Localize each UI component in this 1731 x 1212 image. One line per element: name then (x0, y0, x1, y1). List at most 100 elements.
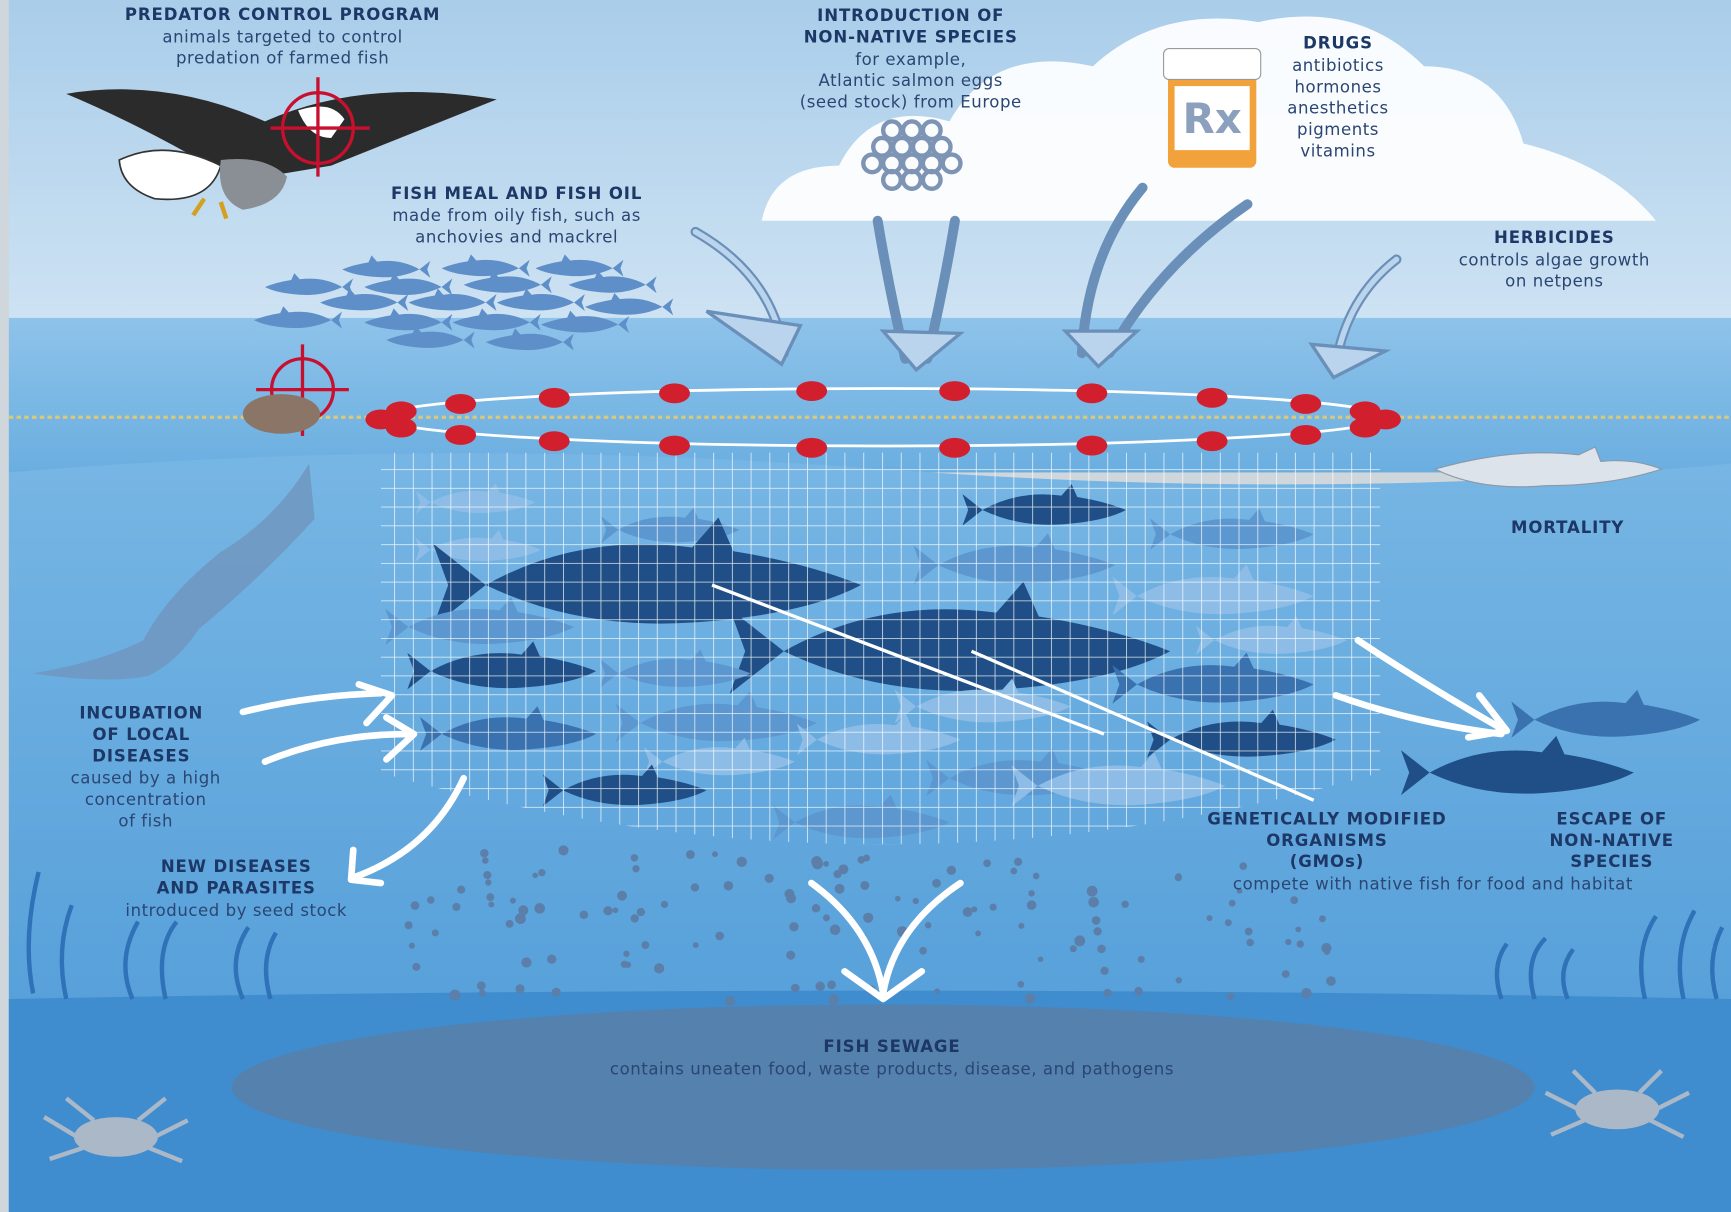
particle (1228, 899, 1236, 907)
particle (538, 869, 546, 877)
particle (692, 942, 699, 948)
particle (515, 984, 525, 994)
particle (630, 854, 639, 862)
particle (612, 907, 619, 914)
label-text: anchovies and mackrel (415, 227, 618, 246)
buoy (939, 437, 971, 458)
small-fish (364, 308, 453, 331)
particle (1319, 915, 1326, 923)
particle (712, 851, 718, 858)
small-fish (452, 308, 541, 331)
particle (811, 903, 821, 913)
gmo-pointer (711, 583, 1105, 736)
buoy (538, 431, 570, 452)
egg (920, 119, 943, 142)
particle (1088, 896, 1099, 908)
particle (532, 872, 538, 879)
small-fish (441, 254, 530, 277)
particle (534, 903, 545, 914)
label-text: on netpens (1505, 272, 1603, 291)
particle (515, 913, 526, 924)
particle (690, 883, 700, 892)
label-title: INCUBATION (79, 704, 203, 723)
seal (33, 463, 315, 680)
particle (1025, 993, 1036, 1004)
particle (483, 871, 492, 880)
particle (715, 931, 724, 941)
particle (1121, 900, 1129, 909)
label-title: SPECIES (1570, 852, 1653, 871)
buoy (796, 381, 828, 401)
particle (1285, 938, 1292, 946)
particle (833, 870, 842, 879)
particle (1227, 992, 1235, 1001)
particle (829, 924, 841, 935)
particle (811, 856, 823, 868)
particle (485, 879, 492, 886)
particle (452, 902, 461, 912)
label-text: made from oily fish, such as (392, 206, 641, 225)
particle (790, 983, 800, 993)
particle (518, 905, 529, 916)
particle (1301, 988, 1312, 999)
particle (975, 930, 981, 937)
particle (1137, 955, 1145, 963)
particle (636, 907, 646, 917)
particle (1134, 987, 1143, 996)
particle (932, 878, 941, 888)
particle (1326, 976, 1336, 986)
particle (551, 987, 561, 997)
particle (1037, 956, 1044, 963)
buoy (1196, 387, 1228, 408)
buoys (365, 381, 1401, 458)
label-title: MORTALITY (1511, 518, 1624, 537)
sewage-pool (231, 1004, 1535, 1171)
buoy (1349, 417, 1381, 438)
particle (934, 988, 940, 994)
particle (1239, 862, 1248, 871)
label-text: pigments (1297, 120, 1379, 139)
crab (43, 1069, 1691, 1164)
particle (1174, 873, 1183, 882)
small-fish (585, 292, 674, 316)
escaped-fish (1401, 735, 1634, 796)
particle (1281, 970, 1290, 978)
label-text: controls algae growth (1459, 250, 1650, 269)
label-text: introduced by seed stock (125, 901, 347, 920)
labels: PREDATOR CONTROL PROGRAM animals targeted… (71, 5, 1673, 1078)
label-text: contains uneaten food, waste products, d… (610, 1059, 1174, 1078)
small-fish (496, 288, 585, 311)
particle (1244, 927, 1253, 936)
particle (1296, 940, 1304, 948)
label-title: NEW DISEASES (161, 857, 312, 876)
dead-fish (1433, 446, 1664, 488)
particle (725, 995, 736, 1006)
particle (558, 845, 569, 856)
label-text: compete with native fish for food and ha… (1233, 875, 1633, 894)
particle (482, 857, 489, 864)
label-title: FISH SEWAGE (823, 1037, 960, 1056)
label-title: DRUGS (1303, 34, 1373, 53)
particle (1246, 938, 1255, 947)
particle (1236, 887, 1243, 894)
particle (427, 896, 435, 904)
particle (404, 921, 413, 930)
gmo-pointer (970, 649, 1315, 802)
particle (1032, 872, 1040, 880)
particle (827, 980, 836, 990)
particle (1100, 966, 1109, 976)
buoy (1196, 431, 1228, 452)
particle (764, 873, 774, 883)
particle (838, 864, 849, 875)
egg (920, 168, 943, 191)
particle (1323, 948, 1331, 955)
particle (1026, 900, 1037, 910)
particle (579, 910, 589, 920)
fish-school (253, 254, 674, 351)
label-text: vitamins (1300, 141, 1375, 160)
particle (834, 883, 845, 894)
particle (1018, 922, 1025, 929)
particle (894, 895, 901, 902)
small-fish (535, 254, 624, 277)
label-text: hormones (1294, 77, 1381, 96)
